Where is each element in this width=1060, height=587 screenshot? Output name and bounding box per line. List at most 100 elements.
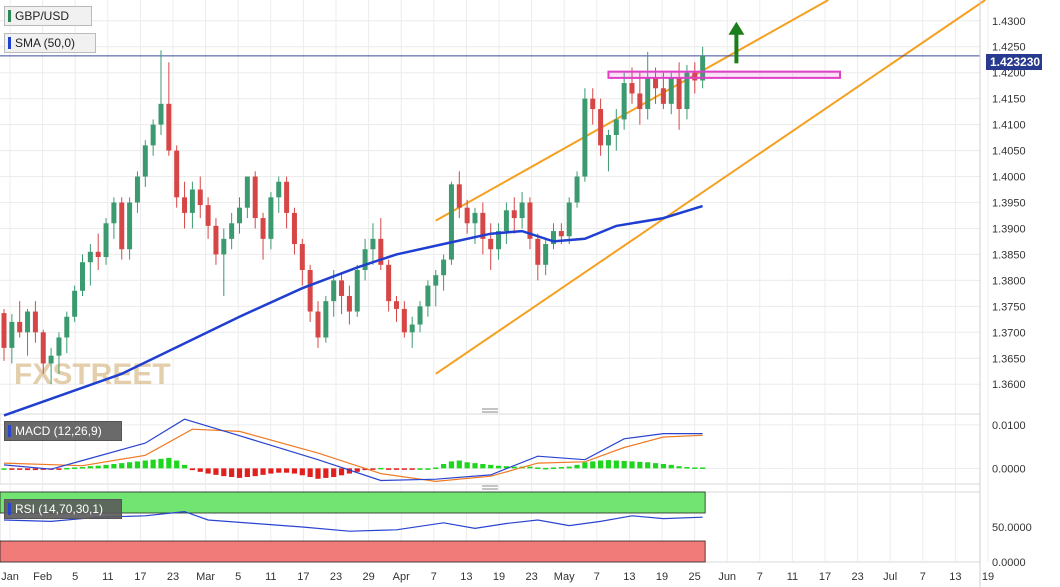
candle-body	[558, 231, 564, 237]
sma-label[interactable]: SMA (50,0)	[4, 33, 96, 53]
candle-body	[205, 205, 211, 226]
candle-body	[590, 98, 596, 110]
candle-body	[621, 83, 627, 120]
macd-histogram-bar	[181, 464, 188, 469]
macd-histogram-bar	[166, 457, 172, 469]
macd-histogram-bar	[150, 459, 156, 469]
macd-histogram-bar	[684, 467, 690, 469]
panel-divider-handle-2[interactable]	[482, 485, 498, 490]
candle-body	[535, 238, 541, 265]
candle-body	[566, 202, 572, 237]
candles	[1, 46, 706, 385]
candle-body	[87, 251, 93, 263]
candle-body	[488, 238, 494, 250]
macd-histogram-bar	[417, 468, 423, 470]
y-tick-label: 1.3600	[992, 379, 1026, 391]
x-tick-label: 7	[594, 571, 600, 583]
macd-histogram-bar	[401, 468, 407, 470]
macd-histogram-bar	[236, 468, 243, 478]
candle-body	[653, 77, 659, 89]
macd-histogram-bar	[527, 466, 533, 469]
candle-body	[40, 332, 46, 364]
macd-histogram-bar	[127, 462, 133, 469]
candle-body	[378, 238, 384, 265]
macd-histogram-bar	[346, 468, 352, 474]
candle-body	[315, 311, 321, 338]
macd-histogram-bar	[582, 462, 588, 469]
symbol-color-swatch	[8, 10, 11, 22]
rsi-text: RSI (14,70,30,1)	[15, 502, 104, 516]
macd-histogram-bar	[260, 468, 266, 475]
macd-text: MACD (12,26,9)	[15, 424, 102, 438]
macd-histogram-bar	[598, 460, 604, 469]
sma-line	[3, 204, 703, 417]
last-price-tag	[986, 54, 1042, 70]
macd-label[interactable]: MACD (12,26,9)	[4, 421, 122, 441]
macd-histogram-bar	[621, 460, 627, 469]
macd-panel	[0, 418, 980, 483]
macd-histogram-bar	[566, 466, 572, 469]
candle-body	[448, 184, 454, 260]
y-tick-label: 1.3800	[992, 275, 1026, 287]
macd-histogram-bar	[393, 468, 400, 470]
macd-histogram-bar	[676, 466, 682, 469]
candle-body	[433, 275, 439, 286]
y-tick-label: 1.3900	[992, 223, 1026, 235]
macd-histogram-bar	[409, 468, 415, 470]
candle-body	[464, 207, 470, 224]
sma-50-path	[3, 204, 703, 417]
candle-body	[511, 210, 517, 219]
x-tick-label: 7	[431, 571, 437, 583]
candle-body	[409, 324, 415, 333]
candle-body	[598, 109, 604, 146]
rsi-label[interactable]: RSI (14,70,30,1)	[4, 499, 122, 519]
macd-histogram-bar	[590, 461, 596, 469]
macd-histogram-bar	[425, 468, 431, 470]
macd-histogram-bar	[629, 461, 635, 469]
candle-body	[1, 313, 7, 348]
macd-histogram-bar	[448, 461, 455, 469]
rsi-color-swatch	[8, 503, 11, 515]
resistance-box	[607, 70, 842, 79]
macd-histogram-bar	[252, 468, 258, 477]
x-tick-label: 25	[688, 571, 700, 583]
candle-body	[605, 135, 611, 146]
symbol-label[interactable]: GBP/USD	[4, 6, 92, 26]
candle-body	[629, 83, 635, 94]
macd-line	[3, 418, 703, 482]
x-tick-label: 17	[134, 571, 146, 583]
x-tick-label: May	[554, 571, 575, 583]
macd-histogram-bar	[103, 464, 109, 469]
candle-body	[441, 259, 447, 276]
x-tick-label: 29	[362, 571, 374, 583]
candle-body	[503, 210, 509, 232]
macd-histogram-bar	[64, 467, 70, 470]
macd-histogram-bar	[503, 466, 509, 469]
candle-body	[362, 249, 368, 270]
macd-histogram-bar	[660, 464, 666, 469]
sma-color-swatch	[8, 37, 11, 49]
candle-body	[401, 308, 407, 333]
x-tick-label: Feb	[33, 571, 52, 583]
candle-body	[543, 244, 549, 265]
candle-body	[291, 212, 297, 245]
macd-histogram-bar	[111, 464, 117, 469]
x-tick-label: 11	[265, 571, 276, 583]
candle-body	[17, 321, 23, 333]
candle-body	[684, 72, 690, 110]
candle-body	[134, 176, 140, 203]
candle-body	[72, 290, 78, 317]
macd-histogram-bar	[174, 460, 180, 469]
macd-color-swatch	[8, 425, 11, 437]
candle-body	[284, 181, 290, 213]
y-tick-label: 1.4100	[992, 120, 1026, 132]
macd-histogram-bar	[284, 468, 290, 473]
panel-divider-handle-1[interactable]	[482, 408, 498, 413]
candle-body	[527, 202, 533, 239]
candle-body	[472, 212, 478, 224]
macd-histogram-bar	[362, 468, 368, 471]
candle-body	[166, 103, 172, 151]
macd-histogram-bar	[95, 465, 101, 469]
macd-histogram-bar	[535, 467, 541, 469]
